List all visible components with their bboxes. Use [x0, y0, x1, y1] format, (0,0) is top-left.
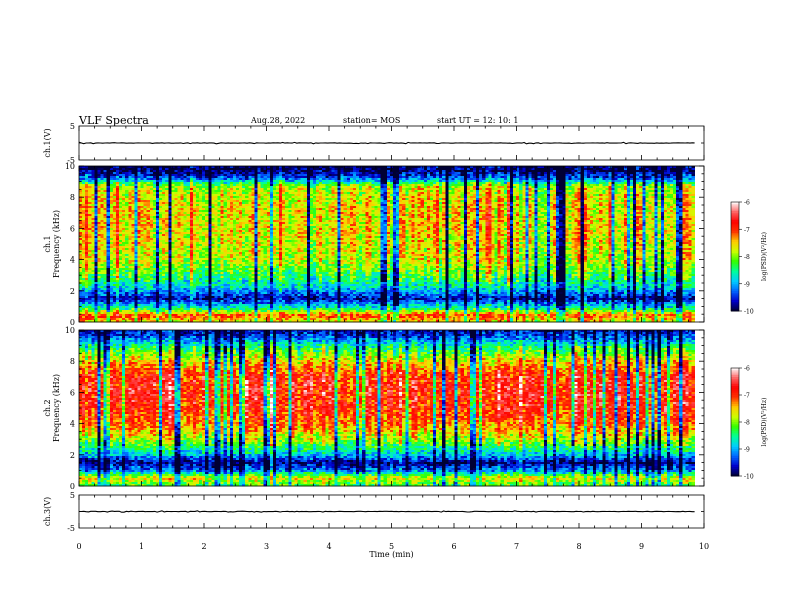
time-tick-label: 5: [389, 542, 394, 551]
ch3-waveform-ytick-label: -5: [67, 524, 75, 533]
ch1-waveform-time-ticks: [78, 126, 705, 160]
time-tick-label: 7: [514, 542, 519, 551]
ch1-spectrogram-ytick-label: 0: [70, 318, 75, 327]
ch2-spectrogram-ylabel-line-1: ch.2: [43, 399, 52, 416]
figure-title: VLF Spectra: [79, 114, 149, 127]
ch2-spectrogram-colorbar-tick-label: -6: [744, 366, 750, 373]
ch2-spectrogram-cells: [79, 330, 695, 487]
ch2-spectrogram-colorbar-label: log(PSD)(V²/Hz): [761, 398, 768, 447]
ch1-spectrogram-ytick-label: 10: [65, 162, 75, 171]
ch1-spectrogram-colorbar: [731, 202, 739, 312]
ch1-waveform-ytick-label: 5: [70, 122, 75, 131]
ch1-spectrogram-colorbar-tick-label: -7: [744, 227, 750, 234]
ch1-spectrogram-ylabel-line-2: Frequency (kHz): [52, 210, 61, 278]
ch2-spectrogram-colorbar-tick-label: -9: [744, 447, 750, 454]
ch3-waveform-ytick-label: 5: [70, 491, 75, 500]
ch2-spectrogram-colorbar: [731, 368, 739, 477]
time-axis-label: Time (min): [369, 550, 413, 559]
ch3-waveform-ylabel-line-1: ch.3(V): [43, 497, 52, 526]
ch2-spectrogram-ylabel-line-2: Frequency (kHz): [52, 374, 61, 442]
ch1-spectrogram-ytick-label: 2: [70, 287, 75, 296]
ch2-spectrogram-ytick-label: 4: [70, 420, 75, 429]
time-tick-label: 3: [264, 542, 269, 551]
time-tick-label: 9: [639, 542, 644, 551]
ch1-spectrogram-freq-ticks: [79, 165, 704, 323]
ch3-waveform-time-ticks: [78, 495, 705, 528]
ch1-spectrogram-colorbar-label: log(PSD)(V²/Hz): [761, 232, 768, 281]
ch1-spectrogram-colorbar-tick-label: -10: [744, 309, 754, 316]
ch1-spectrogram-ytick-label: 6: [70, 224, 75, 233]
ch1-waveform-ytick-label: -5: [67, 156, 75, 165]
time-tick-label: 1: [139, 542, 144, 551]
ch2-spectrogram-ytick-label: 6: [70, 388, 75, 397]
ch2-spectrogram-colorbar-tick-label: -8: [744, 420, 750, 427]
ch1-spectrogram-ylabel-line-1: ch.1: [43, 235, 52, 252]
ch1-spectrogram-ytick-label: 4: [70, 256, 75, 265]
ch1-spectrogram-colorbar-tick-label: -6: [744, 200, 750, 207]
ch2-spectrogram-time-ticks: [78, 330, 705, 486]
ch1-spectrogram-ytick-label: 8: [70, 193, 75, 202]
time-tick-label: 8: [576, 542, 581, 551]
ch1-waveform-ylabel-line-1: ch.1(V): [43, 128, 52, 157]
start-ut-label: start UT = 12: 10: 1: [437, 116, 518, 125]
ch1-waveform-trace: [78, 141, 695, 145]
ch1-spectrogram-time-ticks: [78, 166, 705, 322]
ch2-spectrogram-colorbar-tick-label: -10: [744, 474, 754, 481]
ch2-spectrogram-ytick-label: 2: [70, 451, 75, 460]
ch2-spectrogram-freq-ticks: [79, 329, 704, 487]
ch1-spectrogram-colorbar-tick-label: -8: [744, 254, 750, 261]
time-tick-label: 4: [326, 542, 331, 551]
ch2-spectrogram-ytick-label: 8: [70, 357, 75, 366]
time-tick-label: 10: [699, 542, 709, 551]
ch1-spectrogram-cells: [79, 166, 695, 323]
time-tick-label: 6: [451, 542, 456, 551]
ch3-waveform-trace: [79, 510, 695, 513]
ch2-spectrogram-colorbar-tick-label: -7: [744, 393, 750, 400]
time-tick-label: 0: [76, 542, 81, 551]
ch1-spectrogram-colorbar-tick-label: -9: [744, 281, 750, 288]
ch2-spectrogram-ytick-label: 10: [65, 326, 75, 335]
time-tick-label: 2: [201, 542, 206, 551]
station-label: station= MOS: [343, 116, 400, 125]
date-label: Aug.28, 2022: [251, 116, 305, 125]
ch2-spectrogram-ytick-label: 0: [70, 482, 75, 491]
